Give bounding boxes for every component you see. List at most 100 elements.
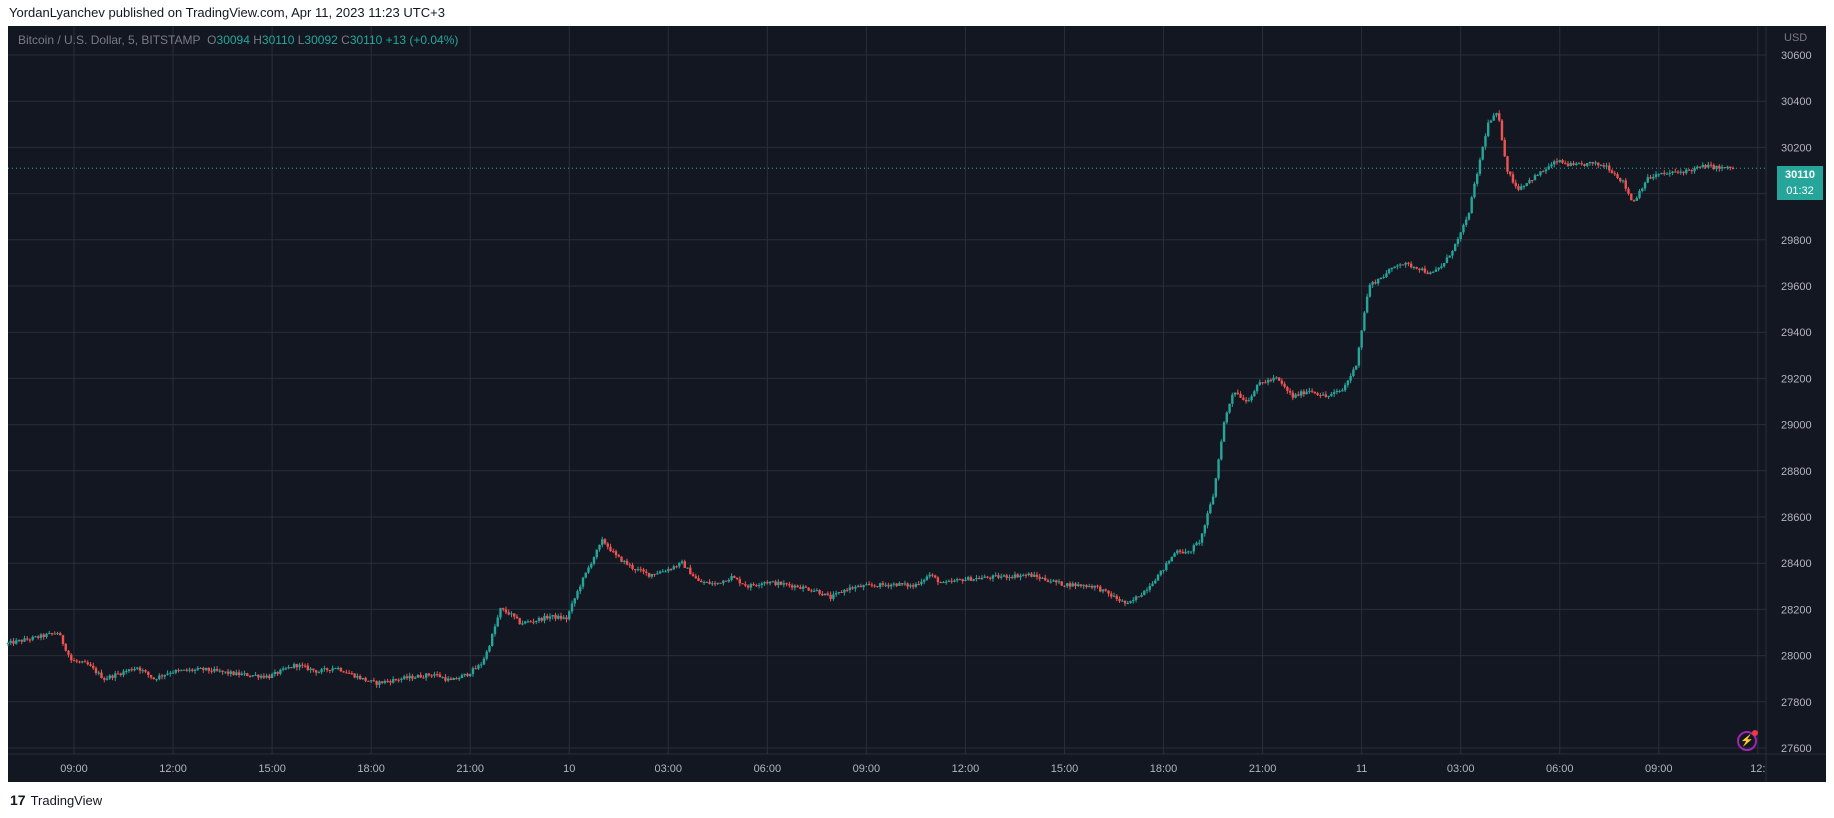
legend-high-value: 30110: [261, 33, 295, 47]
candle-body: [28, 639, 32, 641]
candle-body: [64, 643, 67, 651]
candle-body: [1165, 563, 1168, 570]
candle-body: [826, 593, 830, 595]
candle-body: [493, 626, 497, 634]
lightning-icon[interactable]: ⚡: [1737, 730, 1758, 751]
candle-body: [1632, 200, 1636, 202]
candle-body: [491, 633, 494, 647]
candle-body: [430, 675, 433, 677]
candle-body: [1613, 173, 1616, 175]
candle-body: [268, 675, 271, 678]
candle-body: [606, 543, 609, 547]
candle-body: [224, 671, 227, 673]
candle-body: [1112, 595, 1116, 597]
legend-change: +13 (+0.04%): [385, 33, 459, 47]
candle-body: [1437, 267, 1440, 270]
candle-body: [108, 675, 111, 679]
candle-body: [45, 633, 48, 637]
candle-body: [160, 675, 164, 677]
x-tick-label: 18:00: [357, 763, 385, 775]
x-tick-label: 03:00: [1447, 763, 1475, 775]
candle-body: [1619, 178, 1622, 182]
candle-body: [628, 564, 631, 566]
candle-body: [31, 636, 34, 640]
candle-body: [664, 571, 667, 573]
candle-body: [471, 668, 475, 674]
candle-body: [768, 581, 772, 584]
candle-body: [1382, 276, 1385, 278]
candle-body: [1198, 542, 1201, 544]
candle-body: [504, 609, 508, 613]
candle-body: [1005, 575, 1008, 578]
candle-body: [1000, 576, 1003, 578]
candle-body: [961, 579, 964, 582]
candle-body: [1663, 172, 1666, 174]
candle-body: [1668, 172, 1671, 174]
candle-body: [12, 640, 15, 644]
candle-body: [986, 576, 989, 578]
y-tick-label: 27600: [1781, 743, 1812, 755]
candle-body: [1429, 272, 1432, 274]
candle-body: [1660, 172, 1663, 175]
candle-body: [1599, 165, 1603, 167]
candle-body: [1156, 574, 1160, 581]
candle-body: [815, 590, 819, 592]
candle-body: [570, 603, 574, 612]
candle-body: [832, 594, 835, 599]
candle-body: [466, 673, 469, 677]
candle-body: [199, 668, 202, 670]
candle-body: [1324, 394, 1328, 397]
candle-body: [1649, 177, 1652, 179]
candle-body: [639, 569, 642, 571]
candle-body: [1159, 570, 1162, 575]
candle-body: [26, 638, 29, 640]
candle-body: [515, 616, 519, 619]
candle-body: [887, 584, 890, 587]
candle-body: [1176, 550, 1179, 554]
candle-body: [1338, 390, 1341, 392]
candle-body: [752, 584, 755, 586]
legend-open-value: 30094: [216, 33, 250, 47]
candle-body: [1726, 166, 1729, 169]
candle-body: [1434, 269, 1438, 272]
candle-body: [298, 664, 301, 668]
candle-body: [1453, 243, 1457, 251]
x-tick-label: 21:00: [456, 763, 484, 775]
candle-body: [171, 672, 175, 674]
candle-body: [411, 675, 414, 679]
candle-body: [711, 583, 714, 585]
tradingview-logo[interactable]: 17 TradingView: [10, 792, 102, 808]
candle-body: [1129, 601, 1132, 604]
candle-body: [972, 579, 975, 581]
candle-body: [548, 616, 552, 619]
candle-body: [408, 675, 411, 679]
candle-body: [1459, 232, 1462, 239]
candle-body: [1376, 278, 1380, 284]
candle-body: [620, 556, 623, 562]
candle-body: [59, 633, 62, 636]
candle-body: [1060, 581, 1063, 586]
candle-body: [422, 677, 425, 679]
y-tick-label: 28400: [1781, 558, 1812, 570]
candle-body: [1286, 386, 1289, 391]
candle-body: [983, 576, 986, 578]
candle-body: [1473, 183, 1476, 198]
candle-body: [1586, 163, 1589, 166]
candle-body: [166, 673, 169, 675]
candle-body: [369, 680, 373, 682]
candle-body: [1239, 393, 1242, 398]
candle-body: [75, 660, 78, 662]
candle-body: [793, 585, 797, 588]
candle-body: [1187, 551, 1190, 553]
candle-body: [444, 677, 447, 681]
candle-body: [834, 593, 838, 595]
candle-body: [1509, 171, 1512, 175]
candle-body: [1723, 167, 1727, 169]
candle-body: [1635, 197, 1638, 201]
candle-body: [1002, 575, 1006, 577]
candle-body: [1506, 156, 1509, 172]
publisher-header: YordanLyanchev published on TradingView.…: [0, 0, 1834, 26]
candle-body: [636, 569, 640, 571]
candle-body: [719, 582, 722, 584]
